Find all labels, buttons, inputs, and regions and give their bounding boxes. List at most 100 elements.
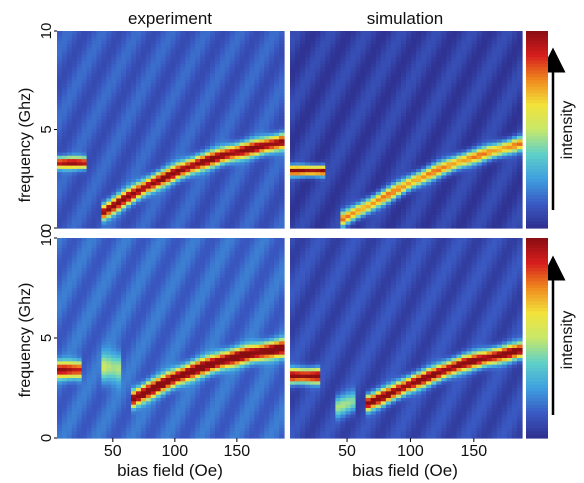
- colorbar-cell: [526, 86, 548, 91]
- colorbar-cell: [526, 185, 548, 190]
- ylabel-bottom: frequency (Ghz): [17, 283, 34, 398]
- colorbar-cell: [526, 314, 548, 319]
- colorbar-cell: [526, 145, 548, 150]
- heatmap-top-right: [290, 31, 523, 229]
- colorbar-cell: [526, 311, 548, 316]
- x-tick-label: 100: [397, 443, 424, 460]
- colorbar-cell: [526, 318, 548, 322]
- colorbar-cell: [526, 211, 548, 216]
- heatmap-bottom-left: [57, 238, 285, 439]
- colorbar-cell: [526, 411, 548, 416]
- colorbar-label-bottom: intensity: [559, 311, 576, 370]
- colorbar-cell: [526, 50, 548, 55]
- colorbar-cell: [526, 301, 548, 306]
- colorbar-cell: [526, 254, 548, 259]
- colorbar-cell: [526, 248, 548, 252]
- colorbar-cell: [526, 331, 548, 336]
- colorbar-cell: [526, 358, 548, 362]
- colorbar-cell: [526, 83, 548, 88]
- colorbar-cell: [526, 368, 548, 372]
- colorbar-cell: [526, 142, 548, 147]
- colorbar-cell: [526, 182, 548, 186]
- colorbar-cell: [526, 119, 548, 124]
- colorbar-cell: [526, 70, 548, 75]
- colorbar-cell: [526, 288, 548, 292]
- xlabel-right: bias field (Oe): [352, 461, 458, 480]
- colorbar-cell: [526, 129, 548, 134]
- colorbar-cell: [526, 378, 548, 382]
- colorbar-cell: [526, 63, 548, 68]
- colorbar-cell: [526, 294, 548, 299]
- x-tick-label: 150: [460, 443, 487, 460]
- colorbar-cell: [526, 264, 548, 269]
- x-tick-label: 50: [338, 443, 356, 460]
- colorbar-cell: [526, 284, 548, 289]
- colorbar-cell: [526, 93, 548, 98]
- y-tick-label: 0: [38, 224, 55, 232]
- colorbar-cell: [526, 244, 548, 249]
- colorbar-cell: [526, 208, 548, 213]
- colorbar-cell: [526, 298, 548, 302]
- colorbar-cell: [526, 364, 548, 369]
- colorbar-cell: [526, 155, 548, 160]
- colorbar-cell: [526, 96, 548, 101]
- colorbar-cell: [526, 351, 548, 356]
- colorbar-cell: [526, 218, 548, 223]
- colorbar-cell: [526, 274, 548, 279]
- colorbar-cell: [526, 57, 548, 62]
- colorbar-cell: [526, 384, 548, 389]
- colorbar-cell: [526, 175, 548, 180]
- colorbar-cell: [526, 261, 548, 266]
- colorbar-cell: [526, 73, 548, 78]
- colorbar-cell: [526, 238, 548, 242]
- colorbar-cell: [526, 414, 548, 419]
- ylabel-top: frequency (Ghz): [17, 88, 34, 203]
- colorbar-cell: [526, 132, 548, 137]
- colorbar-cell: [526, 37, 548, 42]
- colorbar-cell: [526, 388, 548, 392]
- x-tick-label: 100: [161, 443, 188, 460]
- colorbar-cell: [526, 394, 548, 399]
- colorbar-cell: [526, 341, 548, 346]
- colorbar-cell: [526, 149, 548, 154]
- colorbar-cell: [526, 361, 548, 366]
- colorbar-cell: [526, 428, 548, 432]
- colorbar-cell: [526, 398, 548, 402]
- x-tick-label: 50: [104, 443, 122, 460]
- colorbar-cell: [526, 391, 548, 396]
- y-tick-label: 10: [38, 230, 55, 247]
- colorbar-cell: [526, 421, 548, 426]
- colorbar-cell: [526, 136, 548, 140]
- colorbar-cell: [526, 116, 548, 121]
- colorbar-cell: [526, 418, 548, 422]
- colorbar-cell: [526, 304, 548, 309]
- title-experiment: experiment: [128, 9, 212, 28]
- colorbar-cell: [526, 338, 548, 342]
- colorbar-cell: [526, 31, 548, 35]
- colorbar-cell: [526, 431, 548, 436]
- colorbar-cell: [526, 47, 548, 52]
- colorbar-cell: [526, 308, 548, 312]
- y-tick-label: 5: [38, 125, 55, 133]
- colorbar-cell: [526, 191, 548, 196]
- colorbar-cell: [526, 90, 548, 94]
- colorbar-cell: [526, 172, 548, 177]
- xlabel-left: bias field (Oe): [117, 461, 223, 480]
- heatmap-top-left: [57, 31, 285, 229]
- colorbar-cell: [526, 152, 548, 157]
- colorbar-cell: [526, 404, 548, 409]
- colorbar-cell: [526, 44, 548, 49]
- colorbar-cell: [526, 251, 548, 256]
- heatmap-bottom-right: [290, 238, 523, 439]
- colorbar-cell: [526, 241, 548, 246]
- colorbar-cell: [526, 60, 548, 65]
- colorbar-cell: [526, 168, 548, 173]
- colorbar-cell: [526, 106, 548, 111]
- colorbar-cell: [526, 165, 548, 170]
- colorbar-cell: [526, 103, 548, 108]
- colorbar-cell: [526, 188, 548, 193]
- colorbar-cell: [526, 34, 548, 39]
- colorbar-cell: [526, 328, 548, 332]
- colorbar-cell: [526, 67, 548, 71]
